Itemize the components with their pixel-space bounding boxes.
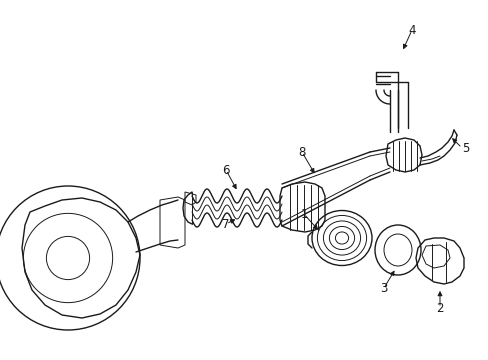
Text: 7: 7 <box>222 217 229 230</box>
Text: 6: 6 <box>222 163 229 176</box>
Text: 4: 4 <box>407 23 415 36</box>
Text: 1: 1 <box>300 207 307 220</box>
Text: 5: 5 <box>461 141 468 154</box>
Text: 2: 2 <box>435 302 443 315</box>
Text: 3: 3 <box>380 282 387 294</box>
Text: 8: 8 <box>298 145 305 158</box>
